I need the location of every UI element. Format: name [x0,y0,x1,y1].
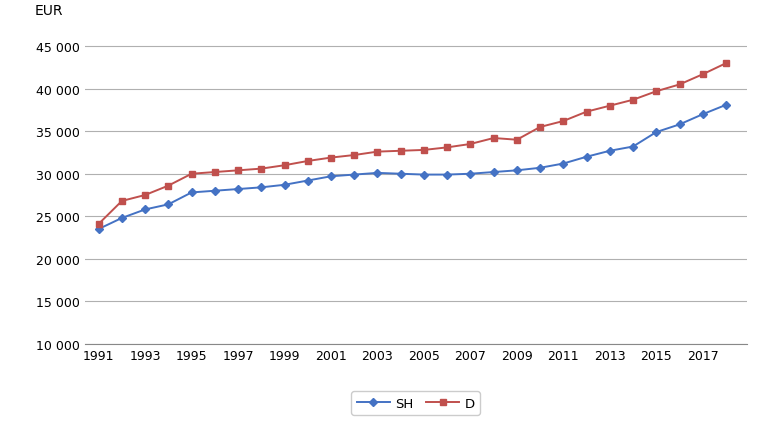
D [117,199,126,204]
D [535,125,544,130]
SH [559,162,568,167]
SH [489,170,498,175]
D [420,148,429,153]
SH [420,172,429,178]
SH [651,130,661,135]
D [350,153,359,158]
SH [373,171,382,176]
D [233,169,243,174]
D [721,61,731,67]
Line: SH: SH [95,102,729,233]
D [466,142,475,147]
SH [233,187,243,192]
SH [210,189,219,194]
D [651,89,661,95]
SH [256,185,266,190]
D [280,163,290,169]
SH [164,202,173,207]
SH [396,172,405,177]
D [698,73,708,78]
D [373,150,382,155]
SH [280,183,290,188]
SH [140,207,149,212]
D [628,98,638,103]
D [256,167,266,172]
SH [443,172,452,178]
Text: EUR: EUR [35,3,64,18]
SH [582,155,591,160]
SH [535,166,544,171]
SH [303,178,313,184]
D [443,145,452,150]
SH [628,144,638,150]
D [94,222,103,227]
D [303,159,313,164]
D [605,104,614,109]
D [512,138,521,143]
D [489,136,498,141]
D [187,172,196,177]
SH [350,172,359,178]
SH [466,172,475,177]
SH [94,227,103,232]
D [675,83,684,88]
SH [187,190,196,196]
D [559,119,568,124]
D [582,110,591,115]
D [326,156,336,161]
SH [326,174,336,179]
D [210,170,219,175]
D [396,149,405,154]
SH [512,169,521,174]
SH [721,103,731,108]
SH [698,112,708,117]
Line: D: D [95,61,729,227]
SH [675,123,684,128]
SH [605,149,614,154]
D [164,184,173,189]
SH [117,216,126,221]
D [140,193,149,198]
Legend: SH, D: SH, D [351,391,480,415]
